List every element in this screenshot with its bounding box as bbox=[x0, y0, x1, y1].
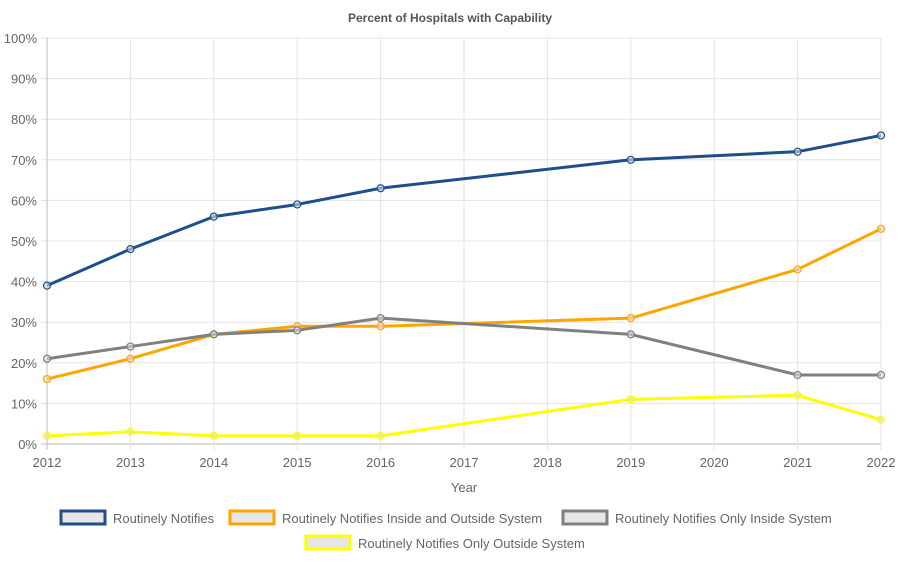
data-point bbox=[126, 245, 135, 254]
y-tick-label: 0% bbox=[18, 437, 37, 452]
data-point bbox=[42, 354, 52, 363]
data-point bbox=[876, 370, 886, 380]
y-axis: 0% 10% 20% 30% 40% 50% 60% 70% 80% 90% 100% bbox=[4, 31, 38, 452]
x-tick-label: 2019 bbox=[616, 455, 645, 470]
data-point bbox=[42, 281, 52, 290]
x-tick-label: 2020 bbox=[700, 455, 729, 470]
y-tick-label: 30% bbox=[11, 315, 37, 330]
x-tick-label: 2017 bbox=[450, 455, 479, 470]
data-point bbox=[876, 131, 886, 140]
legend-swatch bbox=[304, 534, 352, 551]
x-tick-label: 2018 bbox=[533, 455, 562, 470]
data-point bbox=[626, 155, 635, 164]
data-point bbox=[293, 431, 302, 440]
legend-label: Routinely Notifies Inside and Outside Sy… bbox=[282, 511, 542, 526]
data-point bbox=[209, 431, 218, 440]
legend-swatch bbox=[228, 509, 276, 526]
data-point bbox=[626, 314, 635, 323]
x-tick-label: 2013 bbox=[116, 455, 145, 470]
data-point bbox=[793, 147, 802, 156]
x-tick-label: 2021 bbox=[783, 455, 812, 470]
data-point bbox=[376, 322, 385, 331]
data-point bbox=[626, 330, 635, 339]
data-point bbox=[293, 200, 302, 209]
data-point bbox=[376, 314, 385, 323]
data-point bbox=[126, 427, 135, 436]
x-axis-label: Year bbox=[451, 480, 478, 495]
data-point bbox=[876, 415, 886, 424]
data-point bbox=[209, 330, 218, 339]
y-tick-label: 50% bbox=[11, 234, 37, 249]
series-line-1 bbox=[46, 133, 882, 288]
y-tick-label: 70% bbox=[11, 153, 37, 168]
y-tick-label: 10% bbox=[11, 396, 37, 411]
x-tick-label: 2022 bbox=[867, 455, 896, 470]
data-point bbox=[42, 374, 52, 384]
x-tick-label: 2016 bbox=[366, 455, 395, 470]
data-point bbox=[209, 212, 218, 221]
chart-title: Percent of Hospitals with Capability bbox=[348, 11, 552, 25]
x-tick-label: 2015 bbox=[283, 455, 312, 470]
grid bbox=[41, 37, 882, 450]
data-point bbox=[876, 224, 886, 233]
data-point bbox=[126, 354, 135, 363]
legend-swatch bbox=[59, 509, 107, 526]
x-axis: 2012 2013 2014 2015 2016 2017 2018 2019 2020 2021… bbox=[33, 455, 896, 470]
legend-label: Routinely Notifies Only Inside System bbox=[615, 511, 832, 526]
y-tick-label: 90% bbox=[11, 72, 37, 87]
legend-swatch bbox=[561, 509, 609, 526]
series-line-3 bbox=[46, 316, 881, 377]
data-point bbox=[293, 326, 302, 335]
data-point bbox=[793, 265, 802, 274]
y-tick-label: 40% bbox=[11, 275, 37, 290]
y-tick-label: 80% bbox=[11, 112, 37, 127]
data-point bbox=[126, 342, 135, 351]
data-point bbox=[793, 391, 802, 400]
series-line-2 bbox=[46, 227, 882, 381]
legend-label: Routinely Notifies bbox=[113, 511, 215, 526]
y-tick-label: 100% bbox=[4, 31, 38, 46]
legend: Routinely Notifies Routinely Notifies Ins… bbox=[59, 509, 832, 551]
series-lines bbox=[42, 131, 886, 440]
x-tick-label: 2014 bbox=[199, 455, 228, 470]
legend-label: Routinely Notifies Only Outside System bbox=[358, 536, 585, 551]
y-tick-label: 60% bbox=[11, 193, 37, 208]
data-point bbox=[376, 184, 385, 193]
series-line-4 bbox=[46, 393, 882, 438]
data-point bbox=[793, 370, 802, 380]
y-tick-label: 20% bbox=[11, 356, 37, 371]
data-point bbox=[626, 395, 635, 404]
data-point bbox=[42, 431, 52, 440]
data-point bbox=[376, 431, 385, 440]
x-tick-label: 2012 bbox=[33, 455, 62, 470]
